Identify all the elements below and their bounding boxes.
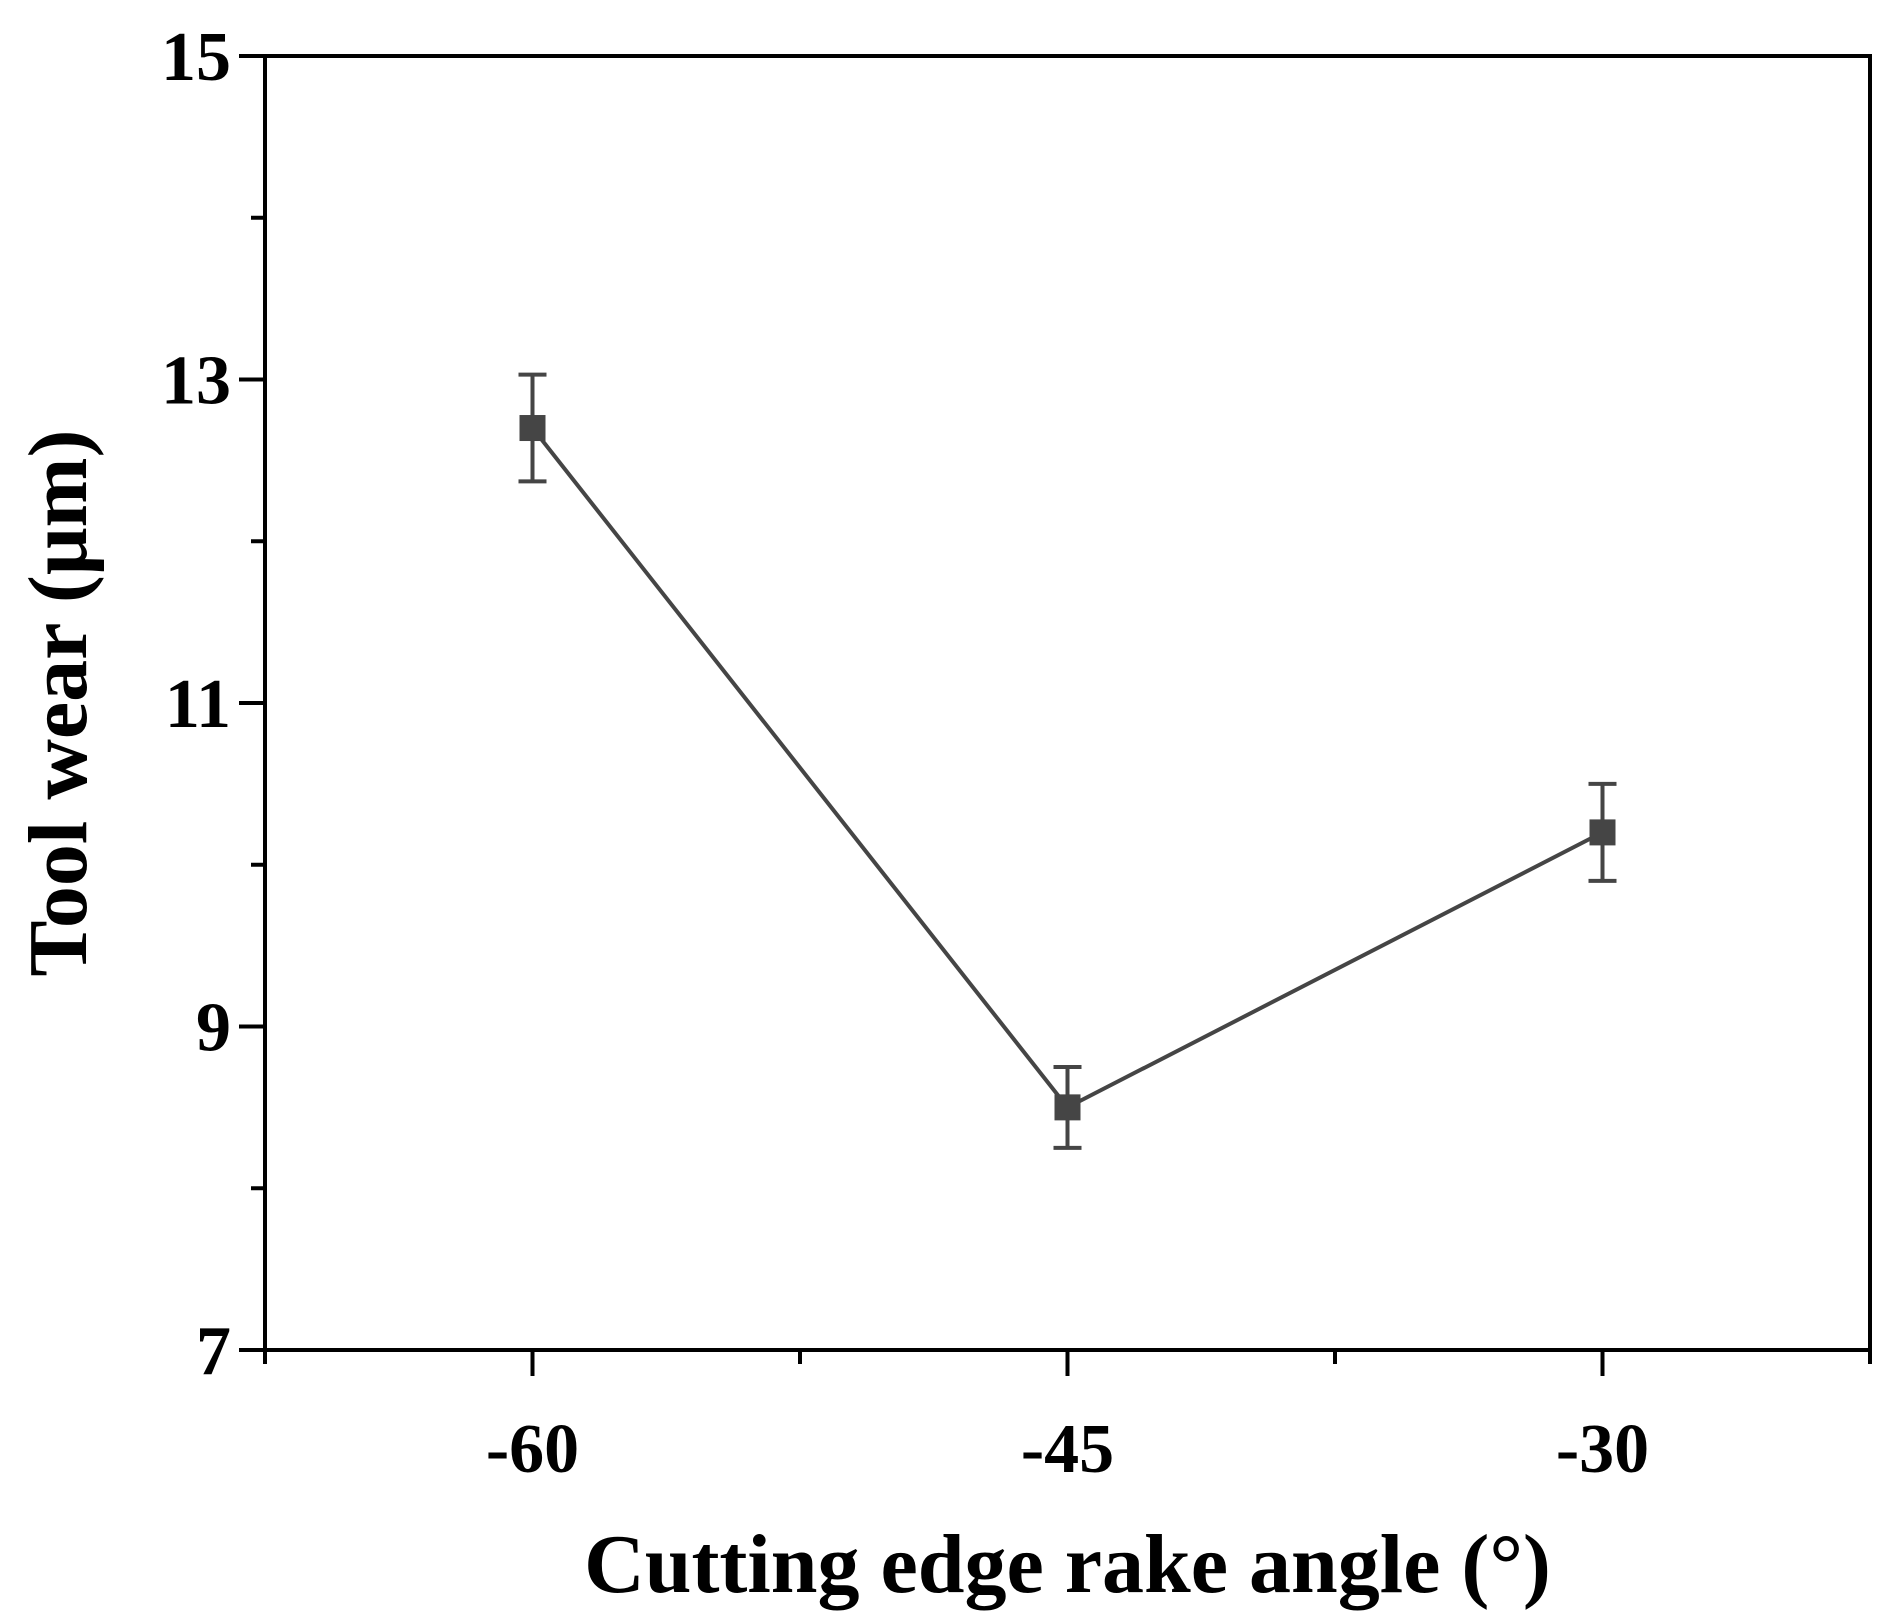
x-tick-label: -60 — [486, 1411, 579, 1488]
series-line — [530, 426, 1604, 1110]
x-tick-label: -45 — [1021, 1411, 1114, 1488]
plot-frame — [263, 54, 1872, 1352]
x-axis-title: Cutting edge rake angle (°) — [584, 1518, 1551, 1611]
y-tick-label: 15 — [161, 19, 231, 96]
y-axis-title: Tool wear (μm) — [12, 430, 105, 977]
y-tick-label: 11 — [165, 666, 231, 743]
data-point — [519, 415, 546, 442]
data-point — [1054, 1094, 1081, 1121]
y-tick-label: 7 — [196, 1313, 231, 1390]
series — [518, 372, 1617, 1150]
labels: Cutting edge rake angle (°) Tool wear (μ… — [12, 430, 1551, 1611]
data-point — [1589, 819, 1616, 846]
y-tick-label: 13 — [161, 343, 231, 420]
x-tick-label: -30 — [1556, 1411, 1649, 1488]
y-tick-label: 9 — [196, 990, 231, 1067]
axes: 7 9 11 13 15 -60 -45 -30 — [161, 19, 1872, 1488]
